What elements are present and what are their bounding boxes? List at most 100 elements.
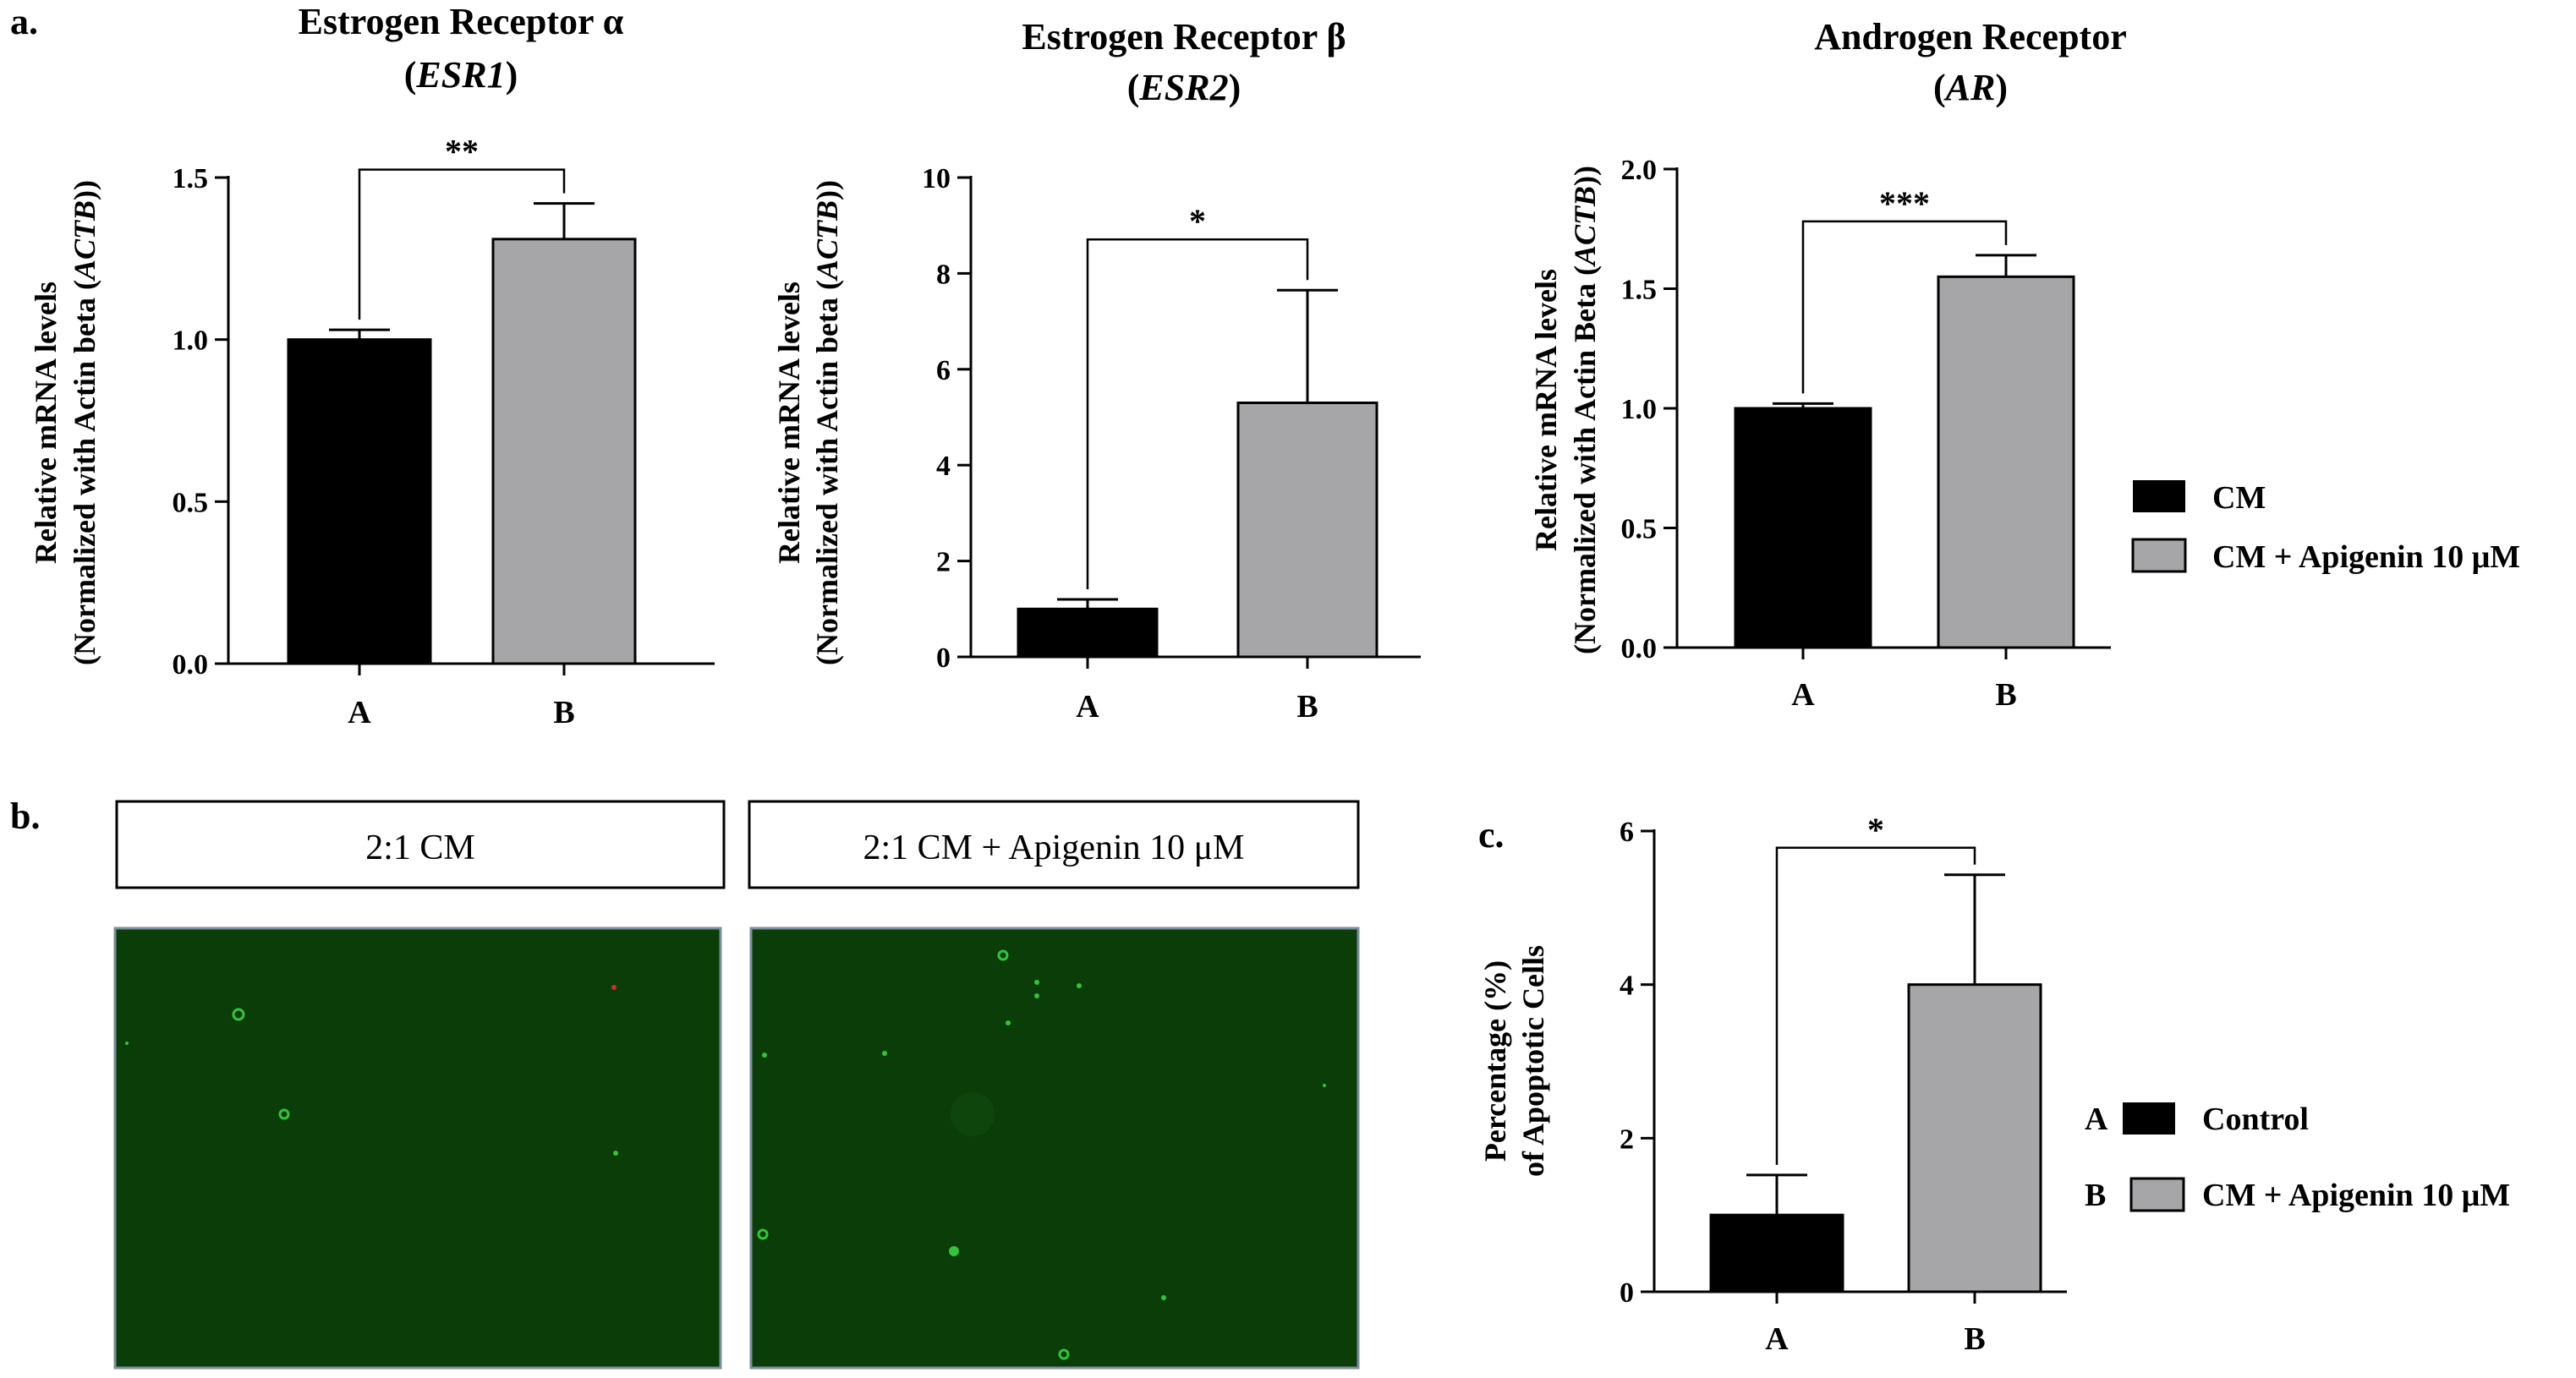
y-tick-label: 1.0 xyxy=(1621,394,1658,425)
bar-b xyxy=(1937,275,2075,649)
panel-label-a: a. xyxy=(10,1,38,42)
chart-apoptosis: 0 2 4 6 A B * Percentage (%) of Apoptotic Cells xyxy=(1478,811,2067,1357)
legend-swatch-apigenin xyxy=(2131,538,2187,573)
legend-label-control: Control xyxy=(2202,1102,2309,1137)
micrograph-right xyxy=(749,927,1360,1370)
chart-title-line1: Estrogen Receptor α xyxy=(299,1,624,42)
y-axis-label-line1: Relative mRNA levels xyxy=(29,282,63,564)
legend-swatch-cm xyxy=(2133,480,2185,512)
legend-swatch-control xyxy=(2123,1102,2175,1135)
y-tick-label: 0 xyxy=(1620,1277,1634,1309)
bar-b xyxy=(1236,401,1378,659)
chart-title-line2: (ESR2) xyxy=(1127,67,1241,108)
label-left: 2:1 CM xyxy=(365,828,475,867)
cell-spot xyxy=(949,1246,959,1256)
y-axis-label-line1: Relative mRNA levels xyxy=(772,282,806,564)
significance-bracket xyxy=(1801,220,2008,394)
category-label: B xyxy=(1964,1321,1985,1357)
legend-top: CM CM + Apigenin 10 μM xyxy=(2131,480,2520,575)
category-label: B xyxy=(1995,677,2016,713)
significance-label: ** xyxy=(445,133,479,171)
y-tick-label: 0.0 xyxy=(173,649,209,681)
y-axis-label-line2: of Apoptotic Cells xyxy=(1516,945,1550,1177)
chart-title-line1: Estrogen Receptor β xyxy=(1022,16,1346,57)
bar-a xyxy=(1709,1213,1844,1293)
y-tick-label: 6 xyxy=(936,355,951,386)
significance-label: *** xyxy=(1879,184,1930,222)
y-tick-label: 0.0 xyxy=(1621,633,1658,664)
chart-title-line2: (ESR1) xyxy=(404,54,518,96)
category-label: B xyxy=(1296,689,1318,725)
y-tick-label: 6 xyxy=(1620,817,1634,848)
category-label: A xyxy=(1791,677,1815,713)
cell-spot xyxy=(882,1051,887,1056)
chart-ar: Androgen Receptor (AR) 0.0 0.5 1.0 1.5 2.0 A B… xyxy=(1529,16,2127,713)
micrograph-labels: 2:1 CM 2:1 CM + Apigenin 10 μM xyxy=(115,800,1360,889)
cell-spot xyxy=(1161,1295,1166,1300)
chart-esr1: Estrogen Receptor α (ESR1) 0.0 0.5 1.0 1.5 A… xyxy=(29,1,715,730)
legend-label-apigenin: CM + Apigenin 10 μM xyxy=(2212,539,2520,575)
cell-spot xyxy=(762,1053,767,1058)
cell-spot xyxy=(1058,1348,1070,1360)
cell-spot xyxy=(1077,983,1082,988)
bar-a xyxy=(1017,607,1159,659)
cell-spot xyxy=(125,1042,129,1045)
y-tick-label: 0.5 xyxy=(173,487,209,518)
y-tick-label: 8 xyxy=(936,259,951,290)
y-tick-label: 1.0 xyxy=(173,325,209,357)
category-label: A xyxy=(1765,1321,1789,1357)
y-tick-label: 0 xyxy=(936,643,951,674)
legend-key-b: B xyxy=(2085,1178,2106,1213)
legend-label-apigenin-c: CM + Apigenin 10 μM xyxy=(2202,1178,2510,1213)
panel-label-b: b. xyxy=(10,796,40,837)
category-label: A xyxy=(1076,689,1099,725)
significance-label: * xyxy=(1189,202,1206,240)
cell-spot xyxy=(757,1228,769,1240)
cell-spot xyxy=(1034,980,1039,985)
legend-c: A Control B CM + Apigenin 10 μM xyxy=(2085,1102,2510,1213)
cell-spot xyxy=(278,1108,290,1120)
significance-bracket xyxy=(1086,238,1309,589)
significance-bracket xyxy=(1775,846,1976,1165)
cell-spot xyxy=(1034,993,1039,998)
chart-title-line1: Androgen Receptor xyxy=(1814,16,2126,57)
panel-label-c: c. xyxy=(1478,814,1504,856)
label-box-left xyxy=(115,800,726,889)
label-box-right xyxy=(748,800,1360,889)
bar-a xyxy=(1734,407,1872,649)
y-tick-label: 4 xyxy=(936,451,951,482)
micrograph-left xyxy=(113,927,722,1370)
bar-b xyxy=(1907,983,2042,1293)
category-label: A xyxy=(348,695,371,730)
bar-b xyxy=(491,238,637,665)
significance-label: * xyxy=(1867,811,1884,849)
micrograph-image-left xyxy=(113,927,722,1370)
significance-bracket xyxy=(358,168,566,320)
y-tick-label: 1.5 xyxy=(1621,275,1658,306)
cell-spot xyxy=(1323,1084,1326,1087)
legend-swatch-apigenin-c xyxy=(2129,1177,2185,1212)
cell-spot xyxy=(1006,1020,1011,1025)
label-right: 2:1 CM + Apigenin 10 μM xyxy=(863,828,1244,867)
background-blob xyxy=(951,1092,995,1136)
cell-spot-red xyxy=(611,985,617,990)
y-tick-label: 2.0 xyxy=(1621,155,1658,186)
y-axis-label-line2: (Normalized with Actin beta (ACTB)) xyxy=(810,180,844,665)
legend-label-cm: CM xyxy=(2212,480,2266,516)
y-tick-label: 2 xyxy=(936,547,951,578)
y-tick-label: 2 xyxy=(1620,1124,1634,1155)
y-axis-label-line2: (Normalized with Actin Beta (ACTB)) xyxy=(1568,166,1602,654)
chart-title-line2: (AR) xyxy=(1933,67,2008,108)
y-axis-label-line1: Relative mRNA levels xyxy=(1529,269,1563,551)
bar-a xyxy=(287,338,432,665)
legend-key-a: A xyxy=(2085,1102,2108,1137)
cell-spot xyxy=(232,1008,245,1021)
y-tick-label: 10 xyxy=(922,163,951,194)
category-label: B xyxy=(553,695,574,730)
y-tick-label: 1.5 xyxy=(173,163,209,194)
micrograph-image-right xyxy=(749,927,1360,1370)
cell-spot xyxy=(613,1151,618,1156)
y-axis-label-line2: (Normalized with Actin beta (ACTB)) xyxy=(68,180,101,665)
y-tick-label: 0.5 xyxy=(1621,514,1658,545)
